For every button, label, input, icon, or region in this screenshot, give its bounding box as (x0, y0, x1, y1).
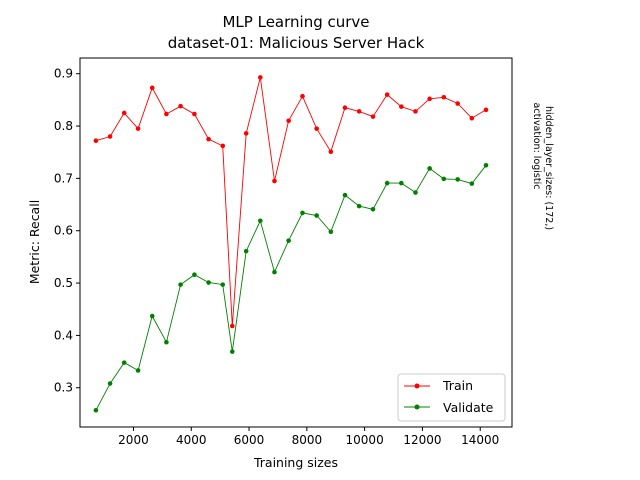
chart-title-line2: dataset-01: Malicious Server Hack (168, 34, 425, 52)
data-point-validate-13 (272, 269, 277, 275)
data-point-train-9 (220, 143, 226, 149)
data-point-validate-5 (164, 339, 169, 345)
data-point-validate-28 (483, 162, 489, 168)
data-point-train-11 (243, 131, 249, 136)
x-tick-label-4: 10000 (346, 433, 384, 447)
data-point-validate-18 (342, 192, 348, 198)
data-point-validate-2 (121, 360, 127, 365)
data-point-train-3 (135, 126, 141, 131)
side-note-activation: activation: logistic (531, 103, 542, 190)
data-point-validate-0 (93, 407, 99, 413)
data-point-train-7 (192, 111, 197, 117)
y-tick-label-4: 0.7 (54, 171, 73, 185)
data-point-train-12 (258, 75, 263, 80)
chart-title-line1: MLP Learning curve (222, 13, 369, 31)
data-point-validate-4 (149, 313, 155, 319)
data-point-train-1 (107, 134, 113, 139)
data-point-train-0 (93, 138, 99, 143)
data-point-train-26 (455, 101, 460, 106)
data-point-validate-7 (192, 272, 197, 277)
data-point-validate-8 (206, 280, 211, 285)
data-point-train-10 (229, 323, 235, 329)
series-line-train (95, 77, 487, 327)
data-point-validate-24 (427, 166, 432, 171)
data-point-train-14 (286, 118, 291, 124)
side-note-hidden-layer-sizes: hidden_layer_sizes: (172,) (543, 106, 554, 230)
data-point-train-18 (342, 105, 348, 111)
data-point-train-20 (370, 114, 376, 119)
legend-label-validate: Validate (443, 400, 494, 415)
y-axis-label: Metric: Recall (27, 200, 42, 284)
data-point-train-27 (469, 115, 475, 121)
legend-marker-train (414, 383, 420, 389)
data-point-validate-23 (413, 190, 418, 195)
y-tick-label-0: 0.3 (54, 381, 73, 395)
data-point-train-6 (178, 103, 183, 109)
legend: Train Validate (397, 373, 506, 422)
data-point-validate-19 (356, 203, 362, 209)
data-point-train-4 (149, 85, 155, 91)
data-point-validate-1 (107, 381, 113, 386)
data-point-validate-3 (135, 368, 141, 373)
x-tick-label-5: 12000 (403, 433, 441, 447)
data-point-validate-10 (229, 349, 235, 354)
data-point-validate-17 (328, 229, 334, 235)
y-tick-label-2: 0.5 (54, 276, 73, 290)
data-point-train-21 (384, 92, 390, 97)
x-axis-label: Training sizes (253, 455, 338, 470)
data-point-validate-16 (314, 213, 319, 218)
data-point-validate-27 (469, 181, 475, 186)
data-point-validate-9 (220, 282, 226, 287)
data-point-validate-25 (441, 176, 447, 182)
data-point-train-13 (272, 178, 277, 184)
data-point-train-5 (164, 111, 169, 117)
data-point-train-19 (356, 109, 362, 114)
data-point-validate-15 (300, 210, 305, 216)
data-point-train-8 (206, 136, 211, 142)
data-point-validate-12 (258, 218, 263, 224)
y-tick-label-6: 0.9 (54, 67, 73, 81)
x-tick-label-1: 4000 (176, 433, 207, 447)
plot-frame (79, 57, 513, 428)
x-tick-label-3: 8000 (292, 433, 323, 447)
plot-area: 2000 4000 6000 8000 10000 12000 14000 0.3 0.4 0.5… (54, 67, 499, 447)
data-point-train-2 (121, 110, 127, 116)
y-tick-label-1: 0.4 (54, 328, 73, 342)
data-point-validate-20 (370, 206, 376, 212)
y-tick-label-3: 0.6 (54, 224, 73, 238)
data-point-validate-11 (243, 248, 249, 254)
data-point-train-24 (427, 96, 432, 102)
legend-marker-validate (414, 404, 420, 410)
data-point-train-28 (483, 107, 489, 113)
data-point-train-15 (300, 93, 305, 99)
y-tick-label-5: 0.8 (54, 119, 73, 133)
data-point-validate-14 (286, 238, 291, 243)
data-point-validate-6 (178, 282, 183, 287)
x-tick-label-6: 14000 (461, 433, 499, 447)
data-point-train-22 (399, 104, 404, 109)
data-point-validate-26 (455, 177, 460, 182)
data-point-train-16 (314, 126, 319, 131)
data-point-train-17 (328, 149, 334, 154)
data-point-validate-22 (399, 180, 404, 186)
data-point-train-23 (413, 109, 418, 114)
data-point-train-25 (441, 94, 447, 100)
legend-label-train: Train (442, 378, 473, 393)
x-tick-label-2: 6000 (234, 433, 265, 447)
x-tick-label-0: 2000 (118, 433, 149, 447)
data-point-validate-21 (384, 180, 390, 186)
